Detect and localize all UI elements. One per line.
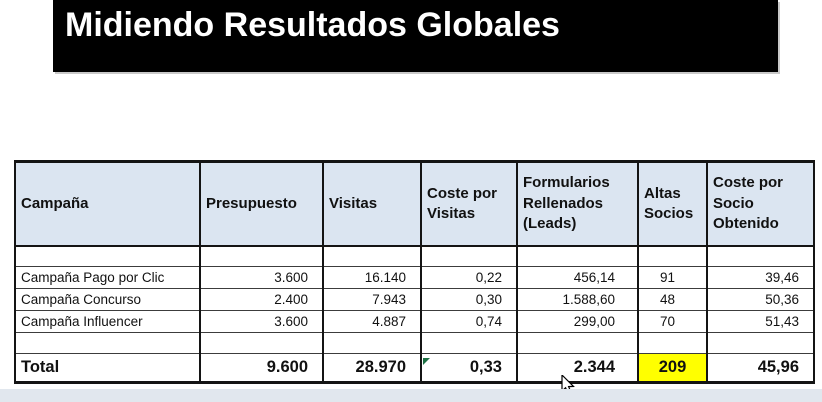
empty-cell[interactable] xyxy=(14,332,201,354)
total-presupuesto[interactable]: 9.600 xyxy=(199,353,324,384)
empty-cell[interactable] xyxy=(420,245,518,267)
empty-cell[interactable] xyxy=(14,245,201,267)
table-header-row: Campaña Presupuesto Visitas Coste por Vi… xyxy=(14,160,815,247)
empty-cell[interactable] xyxy=(322,332,422,354)
col-header-coste-socio[interactable]: Coste por Socio Obtenido xyxy=(706,160,815,247)
spacer-row xyxy=(14,332,815,354)
total-coste-visitas[interactable]: 0,33 xyxy=(420,353,518,384)
title-banner: Midiendo Resultados Globales xyxy=(53,0,778,72)
cell-formularios[interactable]: 456,14 xyxy=(516,266,639,289)
cell-presupuesto[interactable]: 3.600 xyxy=(199,310,324,333)
cell-formularios[interactable]: 1.588,60 xyxy=(516,288,639,311)
cell-visitas[interactable]: 16.140 xyxy=(322,266,422,289)
empty-cell[interactable] xyxy=(706,245,815,267)
bottom-strip xyxy=(0,389,822,402)
cell-campaign-name[interactable]: Campaña Influencer xyxy=(14,310,201,333)
empty-cell[interactable] xyxy=(516,245,639,267)
cell-coste-visitas[interactable]: 0,30 xyxy=(420,288,518,311)
cell-presupuesto[interactable]: 2.400 xyxy=(199,288,324,311)
cell-altas-socios[interactable]: 48 xyxy=(637,288,708,311)
cell-presupuesto[interactable]: 3.600 xyxy=(199,266,324,289)
empty-cell[interactable] xyxy=(637,245,708,267)
results-table: Campaña Presupuesto Visitas Coste por Vi… xyxy=(14,160,815,384)
empty-cell[interactable] xyxy=(322,245,422,267)
col-header-formularios[interactable]: Formularios Rellenados (Leads) xyxy=(516,160,639,247)
col-header-coste-visitas[interactable]: Coste por Visitas xyxy=(420,160,518,247)
cell-altas-socios[interactable]: 70 xyxy=(637,310,708,333)
total-altas-socios-highlighted[interactable]: 209 xyxy=(637,353,708,384)
cell-formularios[interactable]: 299,00 xyxy=(516,310,639,333)
cell-coste-socio[interactable]: 50,36 xyxy=(706,288,815,311)
col-header-visitas[interactable]: Visitas xyxy=(322,160,422,247)
table-row-influencer: Campaña Influencer 3.600 4.887 0,74 299,… xyxy=(14,310,815,333)
cell-error-indicator-icon xyxy=(423,358,430,365)
cell-visitas[interactable]: 7.943 xyxy=(322,288,422,311)
cell-coste-visitas[interactable]: 0,74 xyxy=(420,310,518,333)
table-row-concurso: Campaña Concurso 2.400 7.943 0,30 1.588,… xyxy=(14,288,815,311)
cell-visitas[interactable]: 4.887 xyxy=(322,310,422,333)
total-formularios[interactable]: 2.344 xyxy=(516,353,639,384)
empty-cell[interactable] xyxy=(516,332,639,354)
col-header-presupuesto[interactable]: Presupuesto xyxy=(199,160,324,247)
empty-cell[interactable] xyxy=(706,332,815,354)
empty-cell[interactable] xyxy=(420,332,518,354)
total-visitas[interactable]: 28.970 xyxy=(322,353,422,384)
results-table-container: Campaña Presupuesto Visitas Coste por Vi… xyxy=(14,160,815,384)
col-header-altas-socios[interactable]: Altas Socios xyxy=(637,160,708,247)
cell-campaign-name[interactable]: Campaña Concurso xyxy=(14,288,201,311)
empty-cell[interactable] xyxy=(199,332,324,354)
total-label[interactable]: Total xyxy=(14,353,201,384)
empty-cell[interactable] xyxy=(199,245,324,267)
total-coste-socio[interactable]: 45,96 xyxy=(706,353,815,384)
empty-cell[interactable] xyxy=(637,332,708,354)
cell-campaign-name[interactable]: Campaña Pago por Clic xyxy=(14,266,201,289)
cell-coste-socio[interactable]: 51,43 xyxy=(706,310,815,333)
cell-coste-visitas[interactable]: 0,22 xyxy=(420,266,518,289)
spacer-row xyxy=(14,245,815,267)
cell-altas-socios[interactable]: 91 xyxy=(637,266,708,289)
table-row-pago-por-clic: Campaña Pago por Clic 3.600 16.140 0,22 … xyxy=(14,266,815,289)
cell-coste-socio[interactable]: 39,46 xyxy=(706,266,815,289)
col-header-campana[interactable]: Campaña xyxy=(14,160,201,247)
table-row-total: Total 9.600 28.970 0,33 2.344 209 45,96 xyxy=(14,353,815,384)
page-title: Midiendo Resultados Globales xyxy=(65,6,560,44)
